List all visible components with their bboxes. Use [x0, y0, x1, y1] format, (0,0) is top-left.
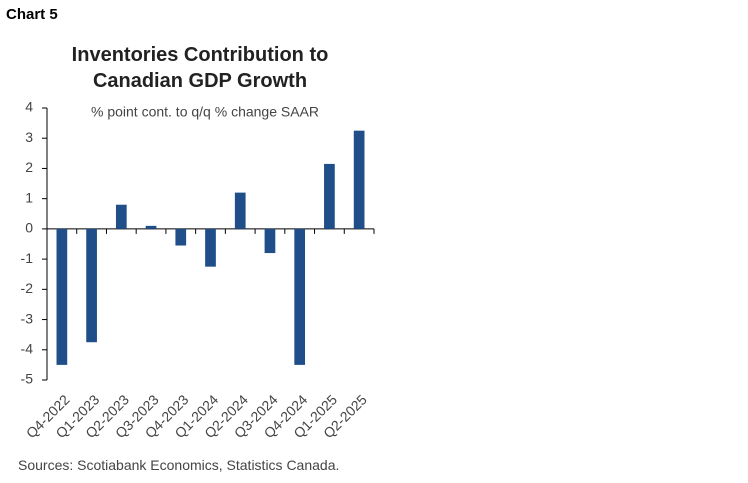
y-tick-label: -5 [21, 371, 34, 387]
chart-title: Inventories Contribution to Canadian GDP… [71, 44, 329, 92]
y-tick-label: 1 [25, 189, 33, 205]
y-tick-label: -4 [21, 340, 34, 356]
y-tick-label: 4 [25, 99, 33, 115]
y-tick-label: -1 [21, 250, 34, 266]
bar [145, 225, 157, 229]
bar [234, 192, 246, 229]
bar [115, 204, 127, 229]
chart-label: Chart 5 [6, 6, 58, 23]
bar [294, 228, 306, 365]
source-note: Sources: Scotiabank Economics, Statistic… [18, 457, 340, 473]
bar [264, 228, 276, 254]
bar [56, 228, 68, 365]
bar [86, 228, 97, 343]
y-tick-label: 2 [25, 159, 33, 175]
bar [324, 163, 335, 229]
y-tick-label: 3 [25, 129, 33, 145]
bar [205, 228, 216, 267]
y-tick-label: -2 [21, 280, 34, 296]
bar [353, 130, 365, 229]
y-tick-label: -3 [21, 310, 34, 326]
bar [175, 228, 187, 246]
chart-subtitle: % point cont. to q/q % change SAAR [91, 104, 319, 120]
y-tick-label: 0 [25, 220, 33, 236]
